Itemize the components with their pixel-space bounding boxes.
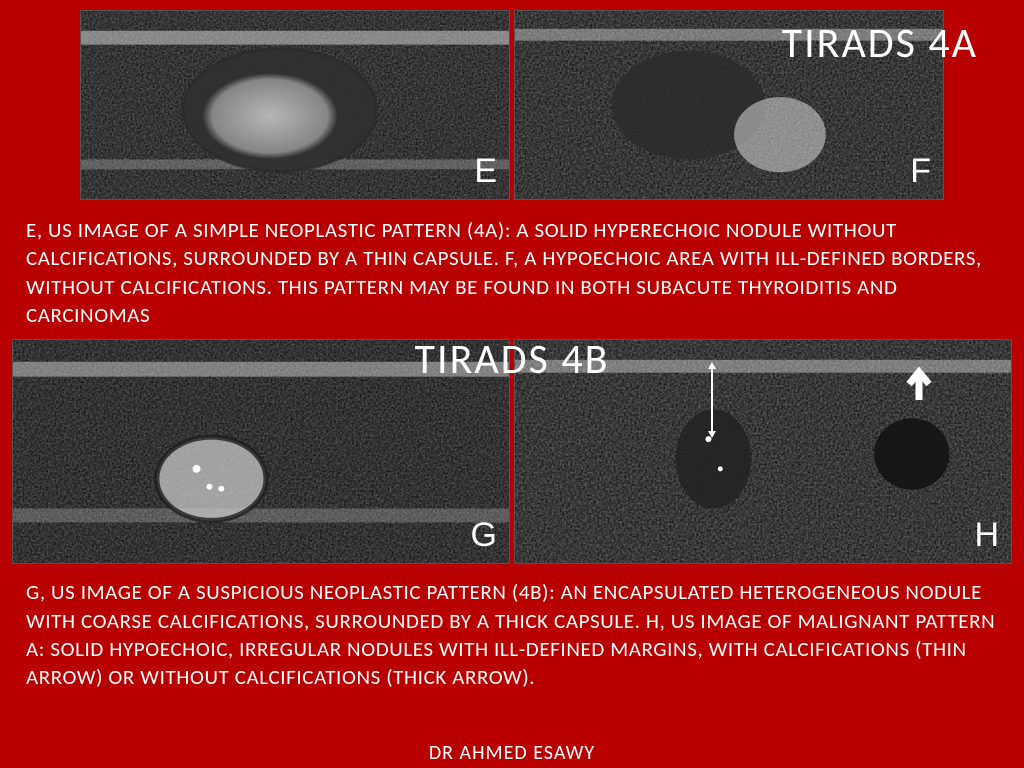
author-credit: Dr Ahmed Esawy [429,741,595,765]
caption-top: E, US image of a simple neoplastic patte… [0,204,1024,335]
caption-bottom: G, US image of a suspicious neoplastic p… [0,568,1024,697]
heading-tirads-4b: TIRADS 4B [415,334,610,385]
panel-letter-h: H [974,516,999,555]
panel-letter-g: G [471,516,497,555]
panel-letter-e: E [474,152,497,191]
thick-arrow-icon [905,366,933,400]
panel-letter-f: F [910,152,931,191]
heading-tirads-4a: TIRADS 4A [782,18,978,69]
thin-arrow-icon [711,368,713,432]
ultrasound-panel-e: E [80,10,510,200]
